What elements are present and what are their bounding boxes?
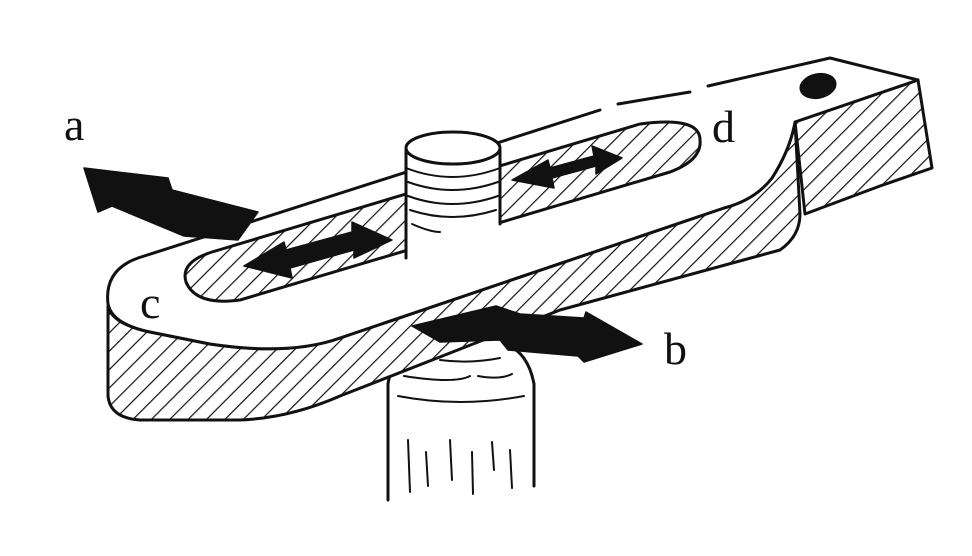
arrow-a xyxy=(83,167,259,241)
label-b: b xyxy=(664,323,687,374)
lower-shaft xyxy=(386,342,536,502)
upper-stud xyxy=(404,128,502,260)
label-a: a xyxy=(64,99,84,150)
arrow-b xyxy=(411,305,643,363)
label-c: c xyxy=(140,277,160,328)
arrow-right-slot xyxy=(511,145,623,189)
block-hole xyxy=(799,72,837,100)
arrow-left-slot xyxy=(243,221,393,279)
label-d: d xyxy=(712,101,735,152)
